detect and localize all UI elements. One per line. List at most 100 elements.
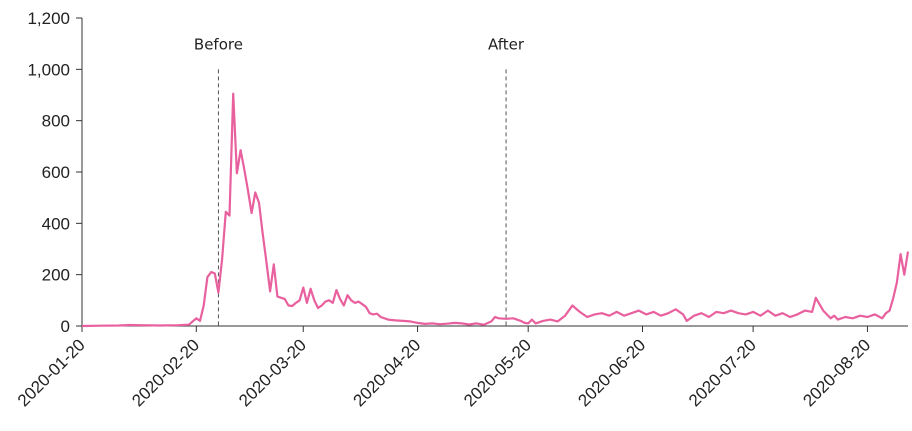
data-point xyxy=(99,325,101,327)
data-point xyxy=(262,233,264,235)
data-point xyxy=(616,311,618,313)
data-point xyxy=(767,310,769,312)
annotation-label: After xyxy=(488,35,525,53)
data-point xyxy=(361,303,363,305)
annotations: Before After xyxy=(194,35,525,326)
data-point xyxy=(243,168,245,170)
data-point xyxy=(660,315,662,317)
data-point xyxy=(424,323,426,325)
data-point xyxy=(402,320,404,322)
data-point xyxy=(409,320,411,322)
data-point xyxy=(804,310,806,312)
data-point xyxy=(505,318,507,320)
data-point xyxy=(571,305,573,307)
data-point xyxy=(380,316,382,318)
data-point xyxy=(214,272,216,274)
data-point xyxy=(520,320,522,322)
x-tick-label: 2020-06-20 xyxy=(574,335,649,410)
data-point xyxy=(859,315,861,317)
data-point xyxy=(232,93,234,95)
data-point xyxy=(118,325,120,327)
data-point xyxy=(586,316,588,318)
data-point xyxy=(796,313,798,315)
data-point xyxy=(601,312,603,314)
x-tick-label: 2020-01-20 xyxy=(14,335,89,410)
data-point xyxy=(701,312,703,314)
data-point xyxy=(229,215,231,217)
data-point xyxy=(645,313,647,315)
data-point xyxy=(324,301,326,303)
data-point xyxy=(653,311,655,313)
data-point xyxy=(903,274,905,276)
data-point xyxy=(774,315,776,317)
data-point xyxy=(217,292,219,294)
data-point xyxy=(900,253,902,255)
data-point xyxy=(527,322,529,324)
data-point xyxy=(199,320,201,322)
data-point xyxy=(195,317,197,319)
data-point xyxy=(350,299,352,301)
data-point xyxy=(273,263,275,265)
data-point xyxy=(339,298,341,300)
data-point xyxy=(889,310,891,312)
data-point xyxy=(693,315,695,317)
y-axis-ticks: 0 200 400 600 800 1,000 1,200 xyxy=(27,9,82,336)
data-point xyxy=(343,305,345,307)
data-point xyxy=(254,192,256,194)
data-point xyxy=(815,297,817,299)
data-point xyxy=(866,316,868,318)
data-point xyxy=(188,324,190,326)
data-point xyxy=(461,322,463,324)
data-point xyxy=(394,319,396,321)
data-point xyxy=(81,325,83,327)
data-point xyxy=(310,288,312,290)
data-point xyxy=(354,302,356,304)
data-point xyxy=(892,297,894,299)
data-point xyxy=(874,313,876,315)
data-point xyxy=(203,305,205,307)
data-point xyxy=(446,323,448,325)
data-point xyxy=(907,251,909,253)
data-point xyxy=(332,302,334,304)
data-point xyxy=(852,317,854,319)
data-point xyxy=(542,320,544,322)
data-point xyxy=(782,312,784,314)
data-point xyxy=(844,316,846,318)
data-point xyxy=(453,322,455,324)
data-point xyxy=(431,322,433,324)
data-point xyxy=(280,297,282,299)
data-point xyxy=(306,302,308,304)
data-point xyxy=(498,317,500,319)
y-tick-label: 1,000 xyxy=(27,60,70,79)
data-point xyxy=(811,311,813,313)
data-point xyxy=(881,317,883,319)
data-point xyxy=(335,289,337,291)
data-point xyxy=(667,312,669,314)
data-point xyxy=(251,212,253,214)
data-point xyxy=(682,313,684,315)
data-point xyxy=(269,290,271,292)
data-point xyxy=(531,319,533,321)
data-point xyxy=(313,299,315,301)
y-tick-label: 800 xyxy=(42,112,70,131)
data-point xyxy=(594,313,596,315)
data-point xyxy=(638,310,640,312)
data-point xyxy=(206,276,208,278)
data-point xyxy=(512,317,514,319)
data-point xyxy=(417,322,419,324)
x-tick-label: 2020-02-20 xyxy=(128,335,203,410)
x-tick-label: 2020-08-20 xyxy=(799,335,874,410)
data-point xyxy=(328,299,330,301)
data-point xyxy=(240,149,242,151)
data-point xyxy=(535,322,537,324)
data-point xyxy=(288,305,290,307)
data-point xyxy=(686,320,688,322)
data-point xyxy=(317,307,319,309)
data-point xyxy=(210,271,212,273)
data-point xyxy=(177,324,179,326)
data-point xyxy=(494,316,496,318)
data-point xyxy=(221,258,223,260)
data-point xyxy=(299,299,301,301)
data-point xyxy=(376,313,378,315)
